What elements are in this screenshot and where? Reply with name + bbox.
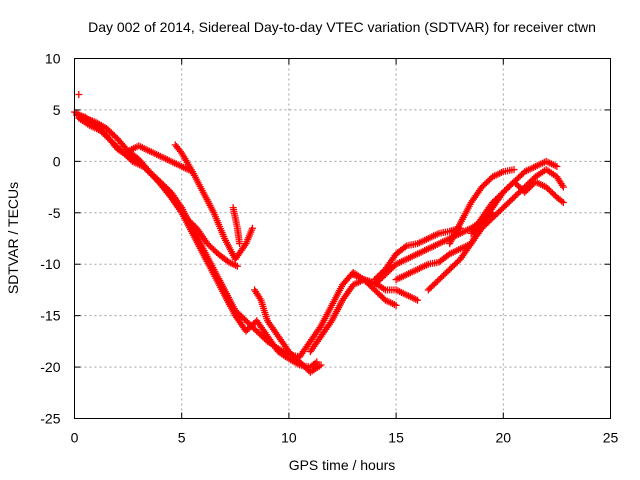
series-7 bbox=[251, 286, 325, 376]
data-point bbox=[313, 358, 321, 366]
data-point bbox=[401, 243, 409, 251]
y-tick-label: -20 bbox=[40, 359, 60, 375]
plot-frame bbox=[74, 58, 611, 419]
data-point bbox=[559, 183, 567, 191]
data-point bbox=[392, 301, 400, 309]
series-16 bbox=[75, 91, 83, 98]
series-15 bbox=[446, 166, 518, 248]
series-6 bbox=[229, 204, 244, 248]
chart-title: Day 002 of 2014, Sidereal Day-to-day VTE… bbox=[88, 19, 596, 35]
y-tick-label: -15 bbox=[40, 308, 60, 324]
series-14 bbox=[467, 178, 567, 237]
data-point bbox=[553, 163, 561, 170]
x-tick-label: 10 bbox=[281, 430, 297, 446]
axis-ticks bbox=[74, 58, 611, 419]
grid-lines bbox=[74, 58, 611, 419]
y-tick-label: -10 bbox=[40, 256, 60, 272]
y-tick-label: 10 bbox=[45, 51, 61, 67]
data-point bbox=[510, 166, 518, 174]
y-tick-label: -5 bbox=[48, 205, 61, 221]
data-point bbox=[414, 296, 422, 304]
series-11 bbox=[371, 224, 464, 284]
y-tick-label: 5 bbox=[53, 102, 61, 118]
series-4 bbox=[124, 142, 196, 176]
y-tick-labels: -25 -20 -15 -10 -5 0 5 10 bbox=[40, 51, 60, 427]
x-tick-label: 25 bbox=[603, 430, 619, 446]
data-marks bbox=[71, 91, 567, 376]
x-tick-label: 5 bbox=[178, 430, 186, 446]
data-point bbox=[75, 91, 83, 98]
y-tick-label: 0 bbox=[53, 153, 61, 169]
data-point bbox=[558, 197, 566, 205]
data-point bbox=[317, 361, 325, 369]
series-5 bbox=[171, 141, 256, 263]
x-tick-label: 0 bbox=[71, 430, 79, 446]
series-9 bbox=[306, 276, 422, 356]
data-point bbox=[559, 199, 567, 206]
y-tick-label: -25 bbox=[40, 411, 60, 427]
data-point bbox=[236, 240, 244, 248]
x-tick-labels: 0 5 10 15 20 25 bbox=[71, 430, 619, 446]
data-point bbox=[233, 262, 241, 270]
x-axis-label: GPS time / hours bbox=[289, 457, 396, 473]
series-3 bbox=[75, 114, 241, 270]
data-point bbox=[248, 224, 256, 232]
series-10 bbox=[349, 209, 497, 289]
x-tick-label: 20 bbox=[496, 430, 512, 446]
x-tick-label: 15 bbox=[388, 430, 404, 446]
y-axis-label: SDTVAR / TECUs bbox=[5, 182, 21, 294]
